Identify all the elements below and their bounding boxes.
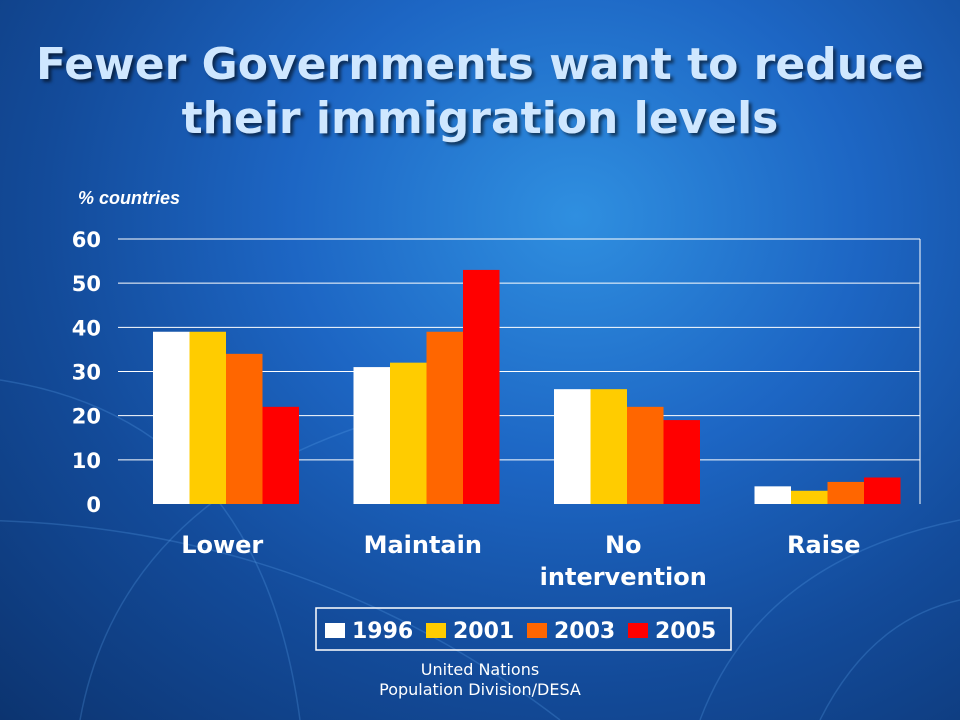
- category-label: No: [605, 531, 642, 559]
- category-label: Raise: [787, 531, 860, 559]
- legend-label-2001: 2001: [453, 619, 514, 644]
- y-tick-label: 10: [72, 449, 101, 473]
- bar-2003: [827, 481, 864, 504]
- page-title: Fewer Governments want to reduce their i…: [0, 38, 960, 146]
- legend-swatch-2003: [527, 623, 547, 638]
- y-tick-label: 60: [72, 228, 101, 252]
- legend-label-1996: 1996: [352, 619, 413, 644]
- bar-2005: [864, 477, 901, 504]
- category-labels: Lower Maintain No intervention Raise: [181, 531, 860, 591]
- legend-label-2005: 2005: [655, 619, 716, 644]
- footer: United Nations Population Division/DESA: [0, 660, 960, 700]
- bar-2001: [590, 389, 627, 504]
- bar-1996: [153, 331, 190, 504]
- legend-label-2003: 2003: [554, 619, 615, 644]
- bar-2001: [189, 331, 226, 504]
- bars: [153, 269, 901, 504]
- y-tick-label: 50: [72, 272, 101, 296]
- bar-1996: [754, 486, 791, 504]
- title-line-1: Fewer Governments want to reduce: [36, 39, 924, 90]
- bar-2005: [463, 269, 500, 504]
- bar-2001: [791, 490, 828, 504]
- footer-line-2: Population Division/DESA: [379, 680, 581, 699]
- category-label: intervention: [540, 563, 707, 591]
- bar-1996: [554, 389, 591, 504]
- y-tick-label: 0: [86, 493, 101, 517]
- legend-box: [315, 607, 732, 651]
- footer-line-1: United Nations: [420, 660, 540, 679]
- y-tick-label: 40: [72, 316, 101, 340]
- bar-1996: [353, 367, 390, 504]
- title-line-2: their immigration levels: [181, 93, 779, 144]
- bar-2005: [663, 420, 700, 504]
- legend-swatch-1996: [325, 623, 345, 638]
- legend-swatch-2001: [426, 623, 446, 638]
- category-label: Maintain: [364, 531, 482, 559]
- bar-2001: [390, 362, 427, 504]
- category-label: Lower: [181, 531, 263, 559]
- bar-2003: [226, 353, 263, 504]
- legend-swatch-2005: [628, 623, 648, 638]
- bar-2003: [627, 406, 664, 504]
- y-axis-label: % countries: [78, 188, 180, 208]
- legend: 1996 2001 2003 2005: [315, 607, 732, 651]
- y-tick-label: 20: [72, 405, 101, 429]
- bar-2003: [426, 331, 463, 504]
- y-tick-label: 30: [72, 361, 101, 385]
- bar-2005: [262, 406, 299, 504]
- y-tick-labels: 0 10 20 30 40 50 60: [72, 228, 101, 517]
